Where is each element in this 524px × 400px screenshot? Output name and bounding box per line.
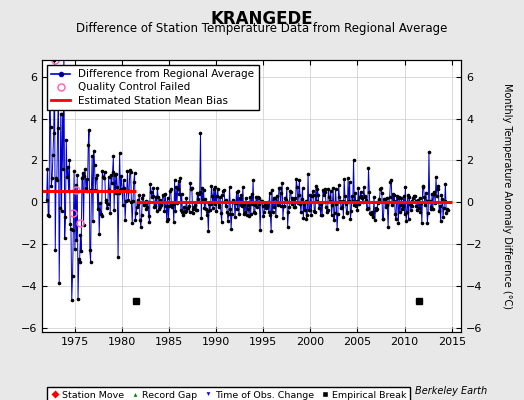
Legend: Station Move, Record Gap, Time of Obs. Change, Empirical Break: Station Move, Record Gap, Time of Obs. C… [47,387,410,400]
Y-axis label: Monthly Temperature Anomaly Difference (°C): Monthly Temperature Anomaly Difference (… [502,83,512,309]
Text: KRANGEDE: KRANGEDE [211,10,313,28]
Text: Berkeley Earth: Berkeley Earth [415,386,487,396]
Text: Difference of Station Temperature Data from Regional Average: Difference of Station Temperature Data f… [77,22,447,35]
